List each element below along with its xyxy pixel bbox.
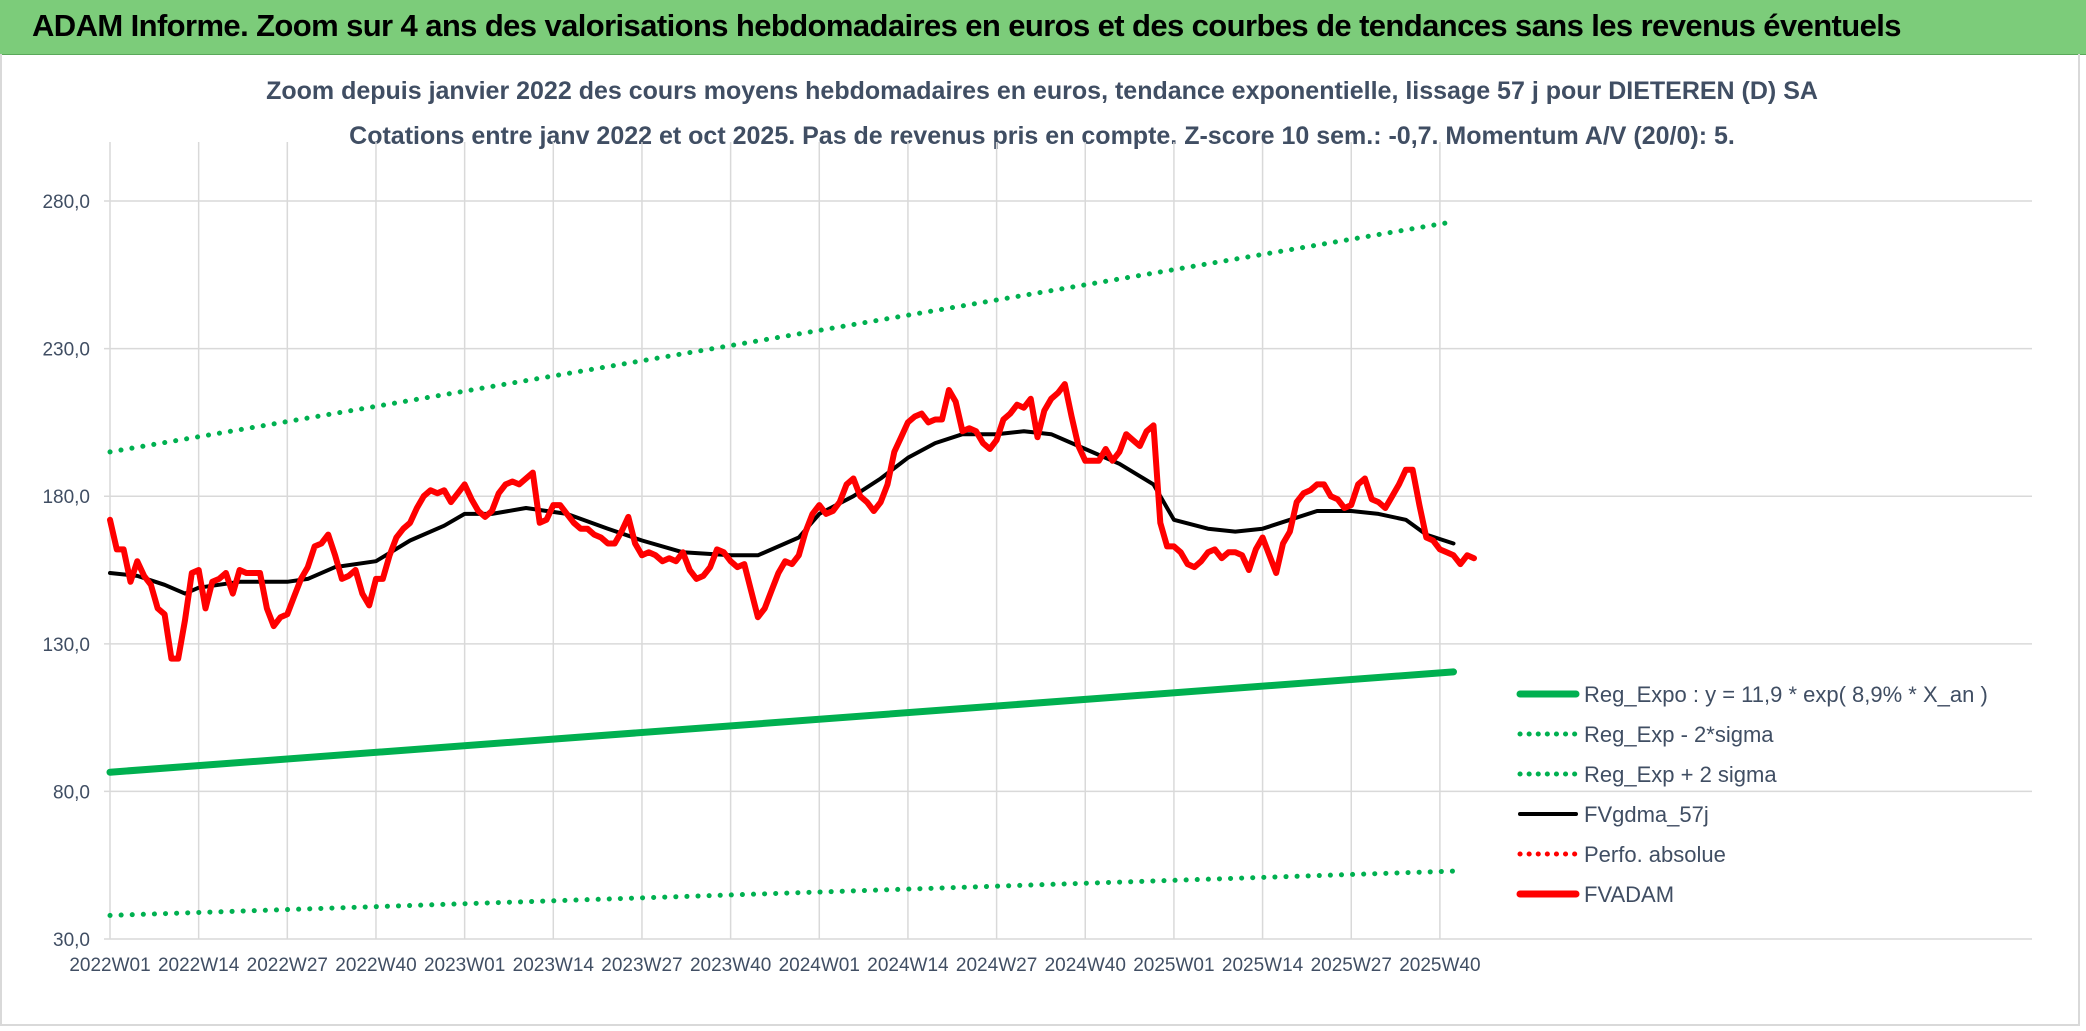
x-tick-label: 2022W40 bbox=[335, 955, 416, 976]
y-tick-label: 30,0 bbox=[53, 930, 90, 951]
legend: Reg_Expo : y = 11,9 * exp( 8,9% * X_an )… bbox=[1516, 682, 1988, 907]
legend-label: Reg_Exp - 2*sigma bbox=[1584, 722, 1774, 747]
series-line-reg-expo-y-11-9-exp-8-9-x-an bbox=[106, 668, 1457, 776]
x-tick-label: 2025W27 bbox=[1311, 955, 1392, 976]
y-tick-label: 230,0 bbox=[42, 340, 90, 361]
legend-label: FVgdma_57j bbox=[1584, 802, 1709, 827]
line-chart: Zoom depuis janvier 2022 des cours moyen… bbox=[42, 77, 2032, 976]
y-tick-label: 80,0 bbox=[53, 782, 90, 803]
legend-label: Reg_Exp + 2 sigma bbox=[1584, 762, 1777, 787]
x-tick-label: 2024W01 bbox=[779, 955, 860, 976]
legend-label: Reg_Expo : y = 11,9 * exp( 8,9% * X_an ) bbox=[1584, 682, 1988, 707]
series-line-reg-exp-2-sigma bbox=[107, 868, 1456, 918]
y-tick-label: 280,0 bbox=[42, 192, 90, 213]
chart-title: Zoom depuis janvier 2022 des cours moyen… bbox=[266, 77, 1818, 105]
report-banner: ADAM Informe. Zoom sur 4 ans des valoris… bbox=[0, 0, 2086, 55]
series-line-fvadam bbox=[107, 381, 1477, 662]
y-tick-label: 180,0 bbox=[42, 487, 90, 508]
x-tick-label: 2025W40 bbox=[1399, 955, 1480, 976]
y-axis-ticks: 30,0 80,0 130,0 180,0 230,0 280,0 bbox=[42, 192, 90, 951]
chart-subtitle: Cotations entre janv 2022 et oct 2025. P… bbox=[349, 122, 1735, 150]
x-tick-label: 2023W01 bbox=[424, 955, 505, 976]
x-tick-label: 2024W40 bbox=[1045, 955, 1126, 976]
x-tick-label: 2025W14 bbox=[1222, 955, 1304, 976]
series-line-reg-exp-2-sigma bbox=[107, 219, 1456, 455]
x-tick-label: 2022W27 bbox=[247, 955, 328, 976]
x-axis-ticks: 2022W01 2022W14 2022W27 2022W40 2023W01 2023W… bbox=[69, 955, 1480, 976]
x-tick-label: 2023W14 bbox=[513, 955, 595, 976]
chart-frame: Zoom depuis janvier 2022 des cours moyen… bbox=[0, 54, 2080, 1026]
y-tick-label: 130,0 bbox=[42, 635, 90, 656]
report-title: ADAM Informe. Zoom sur 4 ans des valoris… bbox=[32, 8, 1902, 43]
x-tick-label: 2024W27 bbox=[956, 955, 1037, 976]
series-line-fvgdma-57j bbox=[108, 429, 1456, 596]
x-tick-label: 2024W14 bbox=[867, 955, 949, 976]
legend-label: FVADAM bbox=[1584, 882, 1674, 907]
x-tick-label: 2022W14 bbox=[158, 955, 240, 976]
x-tick-label: 2023W40 bbox=[690, 955, 771, 976]
x-tick-label: 2025W01 bbox=[1133, 955, 1214, 976]
x-tick-label: 2023W27 bbox=[601, 955, 682, 976]
legend-label: Perfo. absolue bbox=[1584, 842, 1726, 867]
x-tick-label: 2022W01 bbox=[69, 955, 150, 976]
series-lines bbox=[106, 219, 1477, 918]
